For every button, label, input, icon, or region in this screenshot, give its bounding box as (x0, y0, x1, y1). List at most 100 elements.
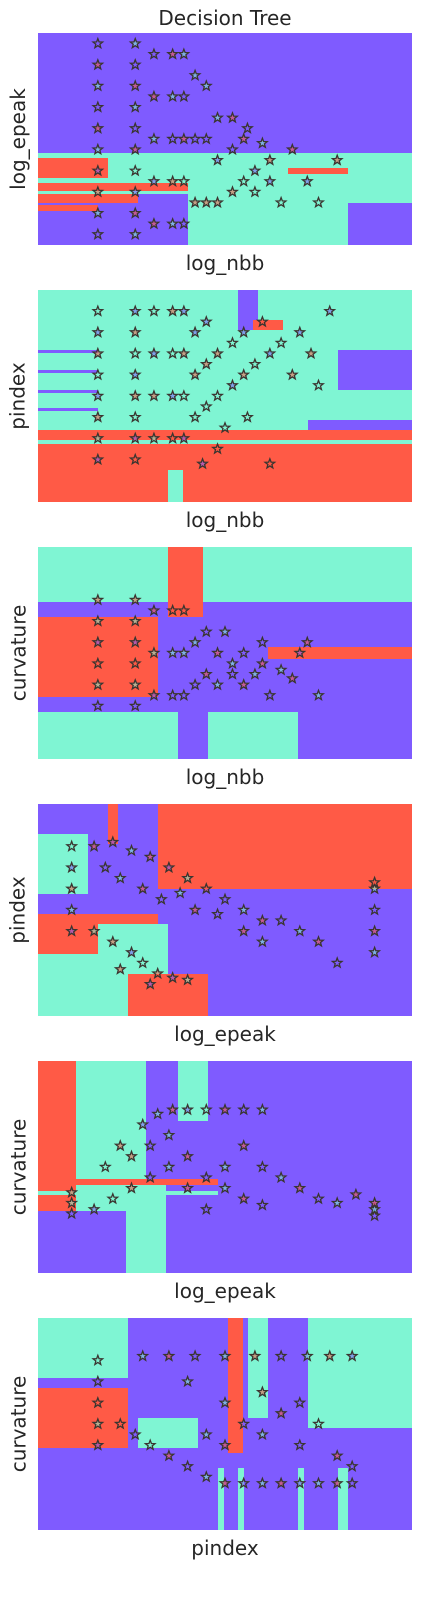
scatter-point (188, 903, 202, 916)
scatter-point (91, 614, 105, 627)
region-band (126, 1211, 166, 1273)
region-band (228, 1318, 243, 1458)
region-band (298, 697, 412, 759)
scatter-point (237, 677, 251, 691)
scatter-point (210, 389, 225, 402)
xlabel-panel-2: log_nbb (185, 508, 265, 532)
scatter-point (128, 57, 142, 71)
scatter-point (166, 1102, 180, 1116)
scatter-point (255, 1427, 269, 1441)
scatter-point (263, 174, 277, 187)
region-band (298, 1468, 304, 1530)
scatter-point (237, 646, 251, 659)
scatter-point (87, 1202, 101, 1215)
scatter-point (147, 174, 161, 187)
scatter-point (162, 1160, 176, 1173)
scatter-point (237, 1476, 251, 1489)
scatter-points (65, 835, 382, 990)
decision-region-panel-1 (38, 33, 412, 245)
scatter-point (188, 195, 202, 209)
scatter-point (199, 79, 213, 92)
scatter-point (166, 346, 180, 360)
decision-region-panel-4 (38, 804, 412, 1016)
region-band (268, 647, 412, 659)
scatter-point (91, 635, 105, 648)
scatter-point (311, 1417, 326, 1430)
scatter-point (147, 688, 161, 701)
scatter-point (166, 216, 180, 230)
ylabel-panel-3: curvature (6, 604, 30, 702)
scatter-point (240, 121, 254, 134)
scatter-point (218, 420, 232, 434)
scatter-point (263, 456, 277, 470)
scatter-point (218, 1181, 232, 1194)
scatter-point (210, 907, 225, 920)
scatter-point (91, 163, 105, 177)
scatter-point (225, 185, 240, 198)
scatter-point (65, 903, 79, 916)
scatter-point (199, 1170, 213, 1184)
scatter-point (166, 688, 180, 701)
scatter-point (166, 304, 180, 317)
chart-title: Decision Tree (158, 6, 292, 30)
scatter-points (91, 593, 326, 712)
scatter-point (98, 860, 112, 874)
scatter-point (225, 378, 240, 391)
scatter-point (225, 656, 240, 670)
scatter-point (143, 1138, 157, 1152)
scatter-point (188, 677, 202, 691)
scatter-point (87, 924, 101, 937)
scatter-point (65, 1185, 79, 1198)
ylabel-panel-4: pindex (6, 876, 31, 944)
scatter-point (65, 860, 79, 874)
scatter-point (255, 1476, 269, 1489)
scatter-point (274, 913, 288, 927)
region-band (38, 390, 98, 393)
ylabel-panel-1: log_epeak (6, 88, 31, 190)
scatter-point (181, 1181, 195, 1194)
scatter-point (300, 635, 314, 648)
scatter-point (91, 410, 105, 423)
scatter-point (255, 1102, 269, 1116)
scatter-point (293, 1476, 307, 1489)
xlabel-panel-6: pindex (191, 1536, 259, 1560)
scatter-point (177, 174, 191, 187)
scatter-point (91, 346, 105, 360)
scatter-point (311, 1191, 326, 1205)
scatter-point (65, 1196, 79, 1209)
scatter-point (91, 185, 105, 198)
scatter-point (128, 677, 142, 691)
scatter-point (113, 962, 127, 975)
scatter-point (91, 100, 105, 113)
scatter-point (147, 603, 161, 617)
scatter-point (87, 839, 101, 852)
region-band (208, 547, 412, 602)
scatter-point (263, 688, 277, 701)
scatter-point (128, 1427, 142, 1441)
scatter-point (113, 1138, 127, 1152)
scatter-point (143, 850, 157, 863)
scatter-point (210, 677, 225, 691)
scatter-point (199, 1427, 213, 1441)
scatter-point (225, 110, 240, 124)
scatter-point (166, 646, 180, 659)
region-band (253, 320, 283, 330)
scatter-point (330, 1196, 344, 1209)
scatter-point (128, 367, 142, 381)
scatter-point (91, 367, 105, 381)
scatter-point (237, 1417, 251, 1430)
scatter-points (91, 304, 337, 470)
scatter-point (166, 174, 180, 187)
scatter-point (293, 646, 307, 659)
scatter-point (210, 646, 225, 659)
scatter-point (255, 314, 269, 328)
scatter-point (166, 47, 180, 60)
scatter-point (65, 839, 79, 852)
scatter-point (128, 656, 142, 670)
scatter-point (128, 389, 142, 402)
scatter-point (188, 132, 202, 145)
scatter-point (91, 1374, 105, 1388)
scatter-point (255, 913, 269, 927)
xlabel-panel-1: log_nbb (185, 251, 265, 275)
scatter-point (147, 646, 161, 659)
